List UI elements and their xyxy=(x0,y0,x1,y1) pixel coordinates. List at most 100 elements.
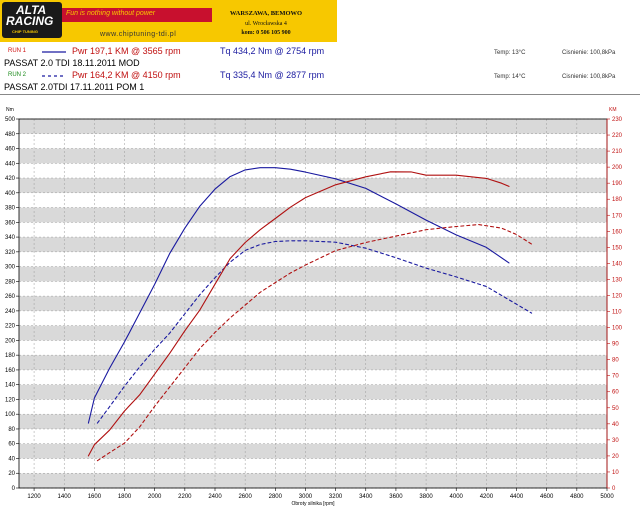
right-tick-label: 220 xyxy=(612,133,623,139)
left-tick-label: 220 xyxy=(5,324,16,330)
logo-line-3: CHIP TUNING xyxy=(12,29,38,34)
y-axis-right-title: KM xyxy=(609,107,617,113)
chart-band xyxy=(19,369,607,385)
left-tick-label: 100 xyxy=(5,412,16,418)
right-axis: 0 10 20 30 40 50 60 70 80 90 100 110 120 130 140 150 160… xyxy=(606,117,623,492)
left-tick-label: 280 xyxy=(5,279,16,285)
website-text: www.chiptuning-tdi.pl xyxy=(100,31,177,38)
chart-band xyxy=(19,428,607,444)
right-tick-label: 70 xyxy=(612,374,619,380)
chart-band xyxy=(19,296,607,311)
chart-band xyxy=(19,192,607,208)
right-tick-label: 210 xyxy=(612,149,623,155)
left-tick-label: 260 xyxy=(5,294,16,300)
right-tick-label: 100 xyxy=(612,326,623,332)
x-tick-label: 2400 xyxy=(208,494,222,500)
right-tick-label: 110 xyxy=(612,310,622,316)
x-tick-label: 3200 xyxy=(329,494,343,500)
chart-band xyxy=(19,355,607,370)
run2-power: Pwr 164,2 KM @ 4150 rpm xyxy=(72,70,181,80)
right-tick-label: 120 xyxy=(612,293,623,299)
run2-car: PASSAT 2.0TDI 17.11.2011 POM 1 xyxy=(4,82,145,92)
left-tick-label: 300 xyxy=(5,265,16,271)
right-tick-label: 90 xyxy=(612,342,619,348)
slogan-banner xyxy=(62,8,212,22)
left-tick-label: 440 xyxy=(5,161,16,167)
chart-band xyxy=(19,458,607,474)
logo-line-2: RACING xyxy=(6,14,54,28)
chart-band xyxy=(19,207,607,223)
run1-line-legend xyxy=(42,51,66,53)
address-street: ul. Wrocławska 4 xyxy=(245,21,287,27)
right-tick-label: 50 xyxy=(612,406,619,412)
chart-band xyxy=(19,163,607,179)
address-city: WARSZAWA, BEMOWO xyxy=(229,10,303,17)
x-tick-label: 1600 xyxy=(88,494,102,500)
x-tick-label: 2000 xyxy=(148,494,162,500)
x-tick-label: 4200 xyxy=(480,494,494,500)
right-tick-label: 140 xyxy=(612,261,623,267)
x-tick-label: 4400 xyxy=(510,494,524,500)
report-header: ALTA RACING CHIP TUNING Fun is nothing w… xyxy=(0,0,640,44)
run2-pressure: Cisnienie: 100,8kPa xyxy=(562,74,616,80)
x-tick-label: 4000 xyxy=(450,494,464,500)
left-tick-label: 120 xyxy=(5,397,16,403)
chart-band xyxy=(19,251,607,267)
run1-power: Pwr 197,1 KM @ 3565 rpm xyxy=(72,46,181,56)
run1-torque: Tq 434,2 Nm @ 2754 rpm xyxy=(220,46,325,56)
left-tick-label: 460 xyxy=(5,147,16,153)
x-tick-label: 3400 xyxy=(359,494,373,500)
right-tick-label: 80 xyxy=(612,358,619,364)
slogan-text: Fun is nothing without power xyxy=(66,10,156,17)
company-logo: ALTA RACING CHIP TUNING xyxy=(2,2,62,38)
x-axis: 1200 1400 1600 1800 2000 2200 2400 2600 2800 3000… xyxy=(27,488,614,500)
x-tick-label: 1200 xyxy=(27,494,41,500)
x-tick-label: 4600 xyxy=(540,494,554,500)
left-tick-label: 400 xyxy=(5,191,16,197)
series-line-torque-run1 xyxy=(87,167,510,424)
right-tick-label: 190 xyxy=(612,181,623,187)
x-tick-label: 2600 xyxy=(238,494,252,500)
chart-band xyxy=(19,443,607,459)
left-tick-label: 240 xyxy=(5,309,16,315)
x-tick-label: 1800 xyxy=(118,494,132,500)
x-tick-label: 3600 xyxy=(389,494,403,500)
right-tick-label: 130 xyxy=(612,277,623,283)
right-tick-label: 230 xyxy=(612,117,623,123)
logo-line-1: ALTA xyxy=(16,3,47,17)
left-tick-label: 480 xyxy=(5,132,16,138)
x-tick-label: 1400 xyxy=(58,494,72,500)
series-layer xyxy=(87,167,533,462)
left-tick-label: 320 xyxy=(5,250,16,256)
chart-band xyxy=(19,178,607,193)
chart-band xyxy=(19,340,607,356)
chart-band xyxy=(19,473,607,488)
right-tick-label: 40 xyxy=(612,422,619,428)
run2-label: RUN 2 xyxy=(8,72,27,78)
chart-bands xyxy=(19,119,607,488)
left-tick-label: 60 xyxy=(8,442,15,448)
right-tick-label: 0 xyxy=(612,486,616,492)
x-tick-label: 5000 xyxy=(600,494,614,500)
right-tick-label: 30 xyxy=(612,438,619,444)
left-tick-label: 500 xyxy=(5,117,16,123)
right-tick-label: 180 xyxy=(612,197,623,203)
dyno-chart: 0204060801001201401601802002202402602803… xyxy=(5,107,623,507)
run2-temperature: Temp: 14°C xyxy=(494,74,526,80)
x-tick-label: 4800 xyxy=(570,494,584,500)
chart-band xyxy=(19,237,607,252)
chart-band xyxy=(19,399,607,415)
right-tick-label: 170 xyxy=(612,213,623,219)
x-tick-label: 3800 xyxy=(419,494,433,500)
left-axis: 0 20 40 60 80 100 120 140 160 180 200 220 240 260 280 3… xyxy=(5,117,19,492)
chart-band xyxy=(19,222,607,238)
run1-temperature: Temp: 13°C xyxy=(494,50,526,56)
series-line-power-run1 xyxy=(87,171,510,457)
left-tick-label: 40 xyxy=(8,456,15,462)
x-tick-label: 2200 xyxy=(178,494,192,500)
chart-band xyxy=(19,310,607,326)
chart-band xyxy=(19,119,607,134)
run2-line-legend xyxy=(42,75,66,77)
chart-band xyxy=(19,266,607,282)
chart-band xyxy=(19,384,607,400)
